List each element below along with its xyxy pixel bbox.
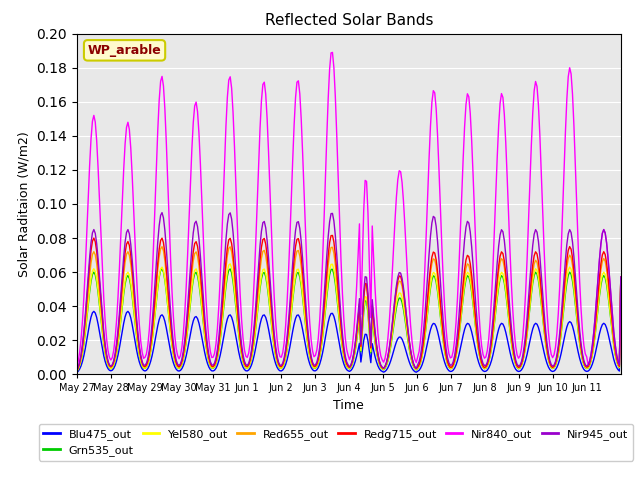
Nir945_out	[158, 210, 166, 216]
Yel580_out	[108, 365, 116, 371]
Nir945_out	[543, 340, 551, 346]
Nir840_out	[614, 358, 622, 364]
Nir840_out	[108, 355, 116, 360]
Yel580_out	[227, 261, 234, 267]
Text: WP_arable: WP_arable	[88, 44, 161, 57]
Yel580_out	[462, 274, 470, 279]
Red655_out	[462, 265, 470, 271]
Blu475_out	[73, 370, 81, 375]
Red655_out	[158, 244, 166, 250]
Nir945_out	[92, 230, 99, 236]
Blu475_out	[92, 310, 99, 316]
Red655_out	[614, 361, 622, 367]
Grn535_out	[617, 274, 625, 280]
Red655_out	[73, 368, 81, 374]
Nir840_out	[543, 307, 551, 313]
Yel580_out	[354, 324, 362, 330]
Line: Yel580_out: Yel580_out	[77, 264, 621, 372]
Redg715_out	[462, 257, 470, 263]
Line: Grn535_out: Grn535_out	[77, 269, 621, 372]
Grn535_out	[614, 362, 622, 368]
Redg715_out	[328, 232, 336, 238]
Grn535_out	[108, 365, 116, 371]
Blu475_out	[541, 356, 549, 361]
Blu475_out	[461, 326, 468, 332]
Legend: Blu475_out, Grn535_out, Yel580_out, Red655_out, Redg715_out, Nir840_out, Nir945_: Blu475_out, Grn535_out, Yel580_out, Red6…	[39, 424, 633, 460]
Redg715_out	[614, 360, 622, 366]
Line: Redg715_out: Redg715_out	[77, 235, 621, 371]
Nir945_out	[462, 224, 470, 230]
Yel580_out	[92, 269, 99, 275]
Nir945_out	[108, 362, 116, 368]
Nir840_out	[92, 119, 99, 125]
Nir840_out	[73, 364, 81, 370]
Nir945_out	[73, 367, 81, 373]
Blu475_out	[612, 364, 620, 370]
Blu475_out	[617, 274, 625, 280]
Grn535_out	[543, 349, 551, 355]
Yel580_out	[614, 362, 622, 368]
Nir840_out	[328, 49, 336, 55]
Red655_out	[543, 347, 551, 352]
Grn535_out	[158, 266, 166, 272]
Line: Red655_out: Red655_out	[77, 247, 621, 371]
Redg715_out	[543, 345, 551, 350]
Line: Nir840_out: Nir840_out	[77, 52, 621, 367]
Yel580_out	[617, 274, 625, 280]
Redg715_out	[92, 239, 99, 244]
Yel580_out	[73, 369, 81, 374]
Blu475_out	[108, 367, 116, 373]
Blu475_out	[353, 353, 360, 359]
Nir840_out	[617, 274, 625, 280]
Grn535_out	[73, 369, 81, 374]
Nir945_out	[617, 274, 625, 280]
Grn535_out	[92, 272, 99, 278]
Redg715_out	[73, 368, 81, 373]
Line: Blu475_out: Blu475_out	[77, 277, 621, 372]
Nir945_out	[354, 312, 362, 318]
Redg715_out	[108, 362, 116, 368]
Red655_out	[92, 252, 99, 258]
Yel580_out	[543, 348, 551, 354]
Line: Nir945_out: Nir945_out	[77, 213, 621, 370]
Y-axis label: Solar Raditaion (W/m2): Solar Raditaion (W/m2)	[18, 131, 31, 277]
Redg715_out	[617, 274, 625, 280]
Grn535_out	[462, 276, 470, 282]
Red655_out	[617, 274, 625, 280]
Redg715_out	[354, 316, 362, 322]
Nir840_out	[354, 254, 362, 260]
Title: Reflected Solar Bands: Reflected Solar Bands	[264, 13, 433, 28]
Red655_out	[354, 317, 362, 323]
Nir840_out	[462, 102, 470, 108]
Red655_out	[108, 363, 116, 369]
X-axis label: Time: Time	[333, 399, 364, 412]
Grn535_out	[354, 327, 362, 333]
Nir945_out	[614, 358, 622, 364]
